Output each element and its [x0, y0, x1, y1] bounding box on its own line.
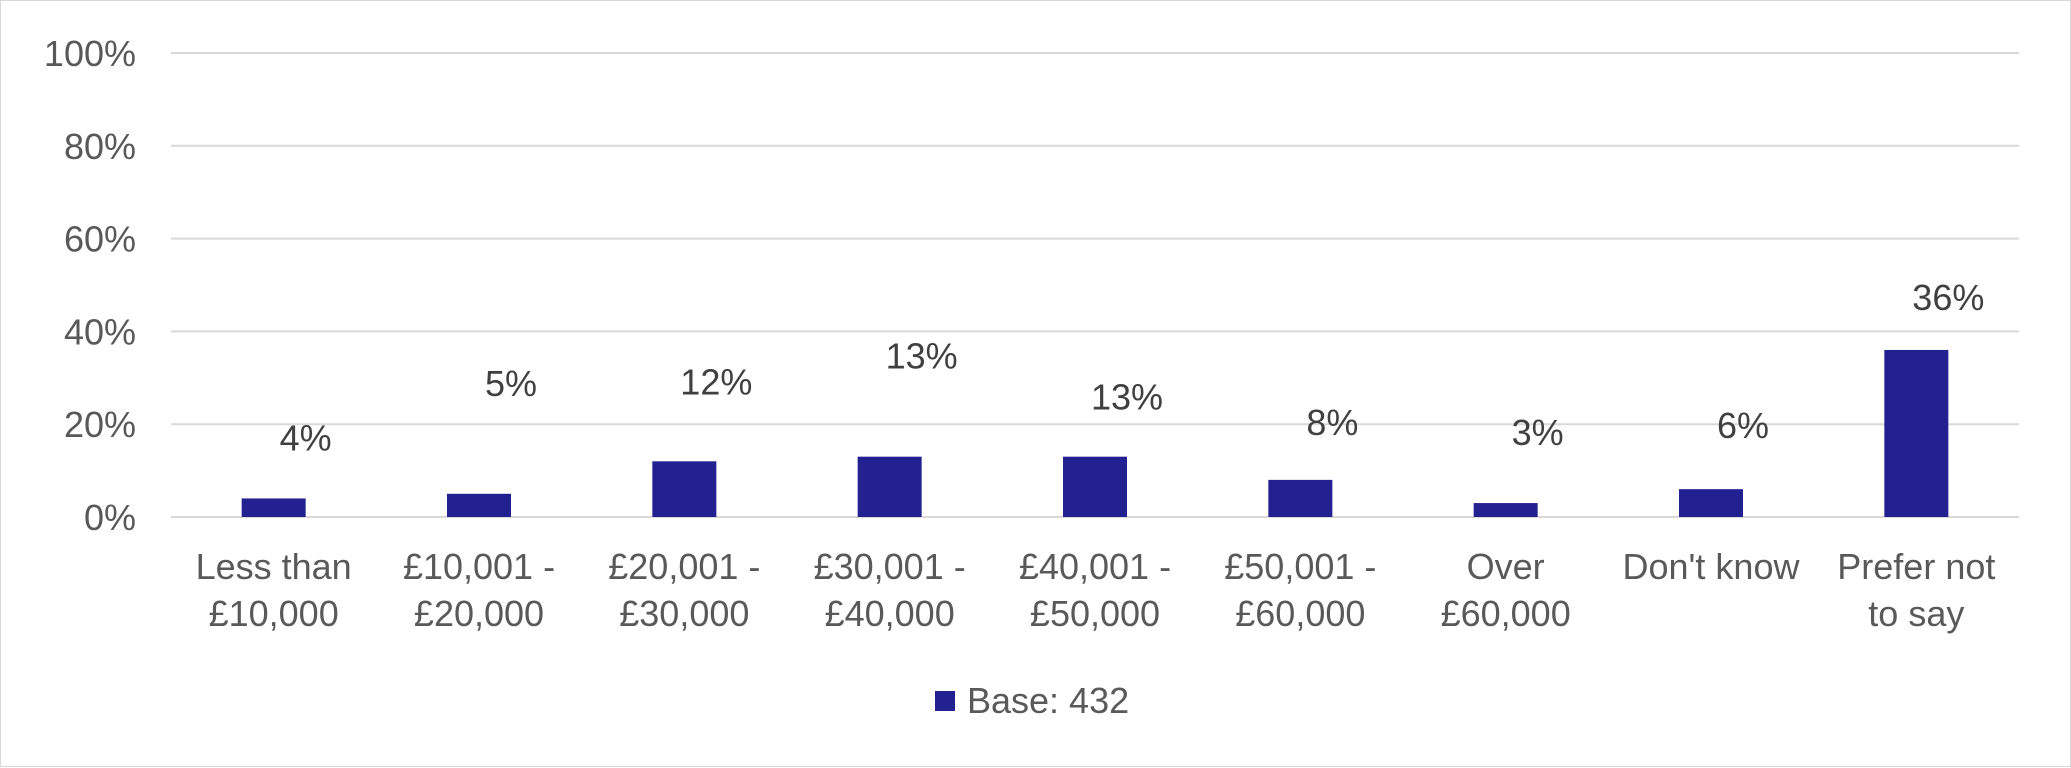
- bar: [241, 498, 306, 517]
- bar: [447, 493, 511, 517]
- x-category-label: £20,001 -£30,000: [608, 546, 760, 634]
- data-label: 13%: [1091, 377, 1163, 418]
- y-tick-label: 60%: [64, 219, 136, 260]
- data-label: 4%: [280, 417, 332, 458]
- y-tick-label: 100%: [44, 33, 136, 74]
- bar: [1679, 489, 1743, 517]
- x-axis-category-labels: Less than £10,000 £10,001 -£20,000 £20,001 …: [196, 546, 1996, 634]
- data-label: 6%: [1717, 405, 1769, 446]
- bar: [1063, 456, 1127, 517]
- data-label: 5%: [485, 363, 537, 404]
- x-category-label: Less than £10,000: [196, 546, 352, 634]
- x-category-label: Prefer not to say: [1837, 546, 1995, 634]
- y-tick-label: 20%: [64, 404, 136, 445]
- bar: [652, 461, 717, 517]
- x-category-label: £10,001 -£20,000: [403, 546, 555, 634]
- bar: [1268, 479, 1333, 517]
- y-tick-label: 80%: [64, 126, 136, 167]
- x-category-label: £30,001 -£40,000: [814, 546, 966, 634]
- data-label: 12%: [680, 361, 752, 402]
- bar: [1473, 503, 1538, 517]
- y-axis-tick-labels: 0% 20% 40% 60% 80% 100%: [44, 33, 136, 538]
- bars: [241, 349, 1949, 517]
- data-label: 13%: [886, 336, 958, 377]
- x-category-label: Don't know: [1623, 546, 1801, 587]
- y-tick-label: 0%: [84, 497, 136, 538]
- data-label: 3%: [1512, 412, 1564, 453]
- data-labels: 4% 5% 12% 13% 13% 8% 3% 6% 36%: [280, 277, 1985, 458]
- legend-label: Base: 432: [967, 680, 1129, 721]
- legend: Base: 432: [935, 680, 1129, 721]
- bar: [857, 456, 922, 517]
- bar: [1884, 349, 1949, 517]
- legend-swatch: [935, 691, 955, 711]
- x-category-label: £50,001 -£60,000: [1224, 546, 1376, 634]
- y-tick-label: 40%: [64, 311, 136, 352]
- data-label: 8%: [1306, 402, 1358, 443]
- data-label: 36%: [1912, 277, 1984, 318]
- x-category-label: £40,001 -£50,000: [1019, 546, 1171, 634]
- gridlines: [171, 52, 2019, 518]
- x-category-label: Over £60,000: [1441, 546, 1571, 634]
